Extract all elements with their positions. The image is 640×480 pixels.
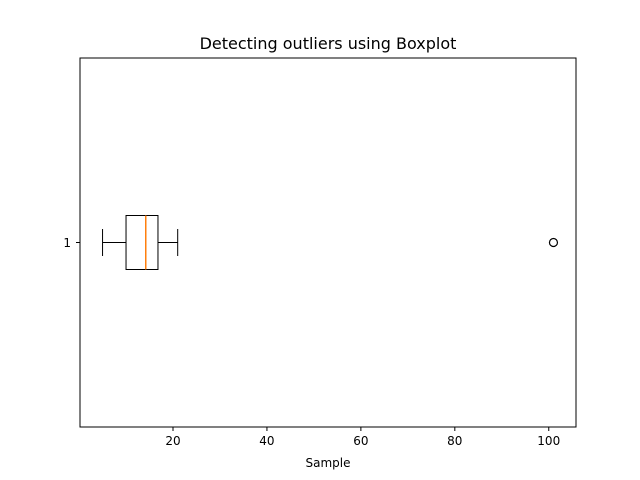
y-tick-label: 1 <box>63 236 71 250</box>
x-tick-label: 60 <box>353 434 368 448</box>
y-axis: 1 <box>63 236 80 250</box>
x-tick-label: 100 <box>537 434 560 448</box>
x-axis-label: Sample <box>306 456 351 470</box>
chart-title: Detecting outliers using Boxplot <box>200 34 457 53</box>
x-tick-label: 20 <box>165 434 180 448</box>
x-tick-label: 40 <box>259 434 274 448</box>
box-iqr <box>125 215 159 270</box>
x-tick-label: 80 <box>447 434 462 448</box>
outlier-point <box>548 237 559 248</box>
x-axis: 20 40 60 80 100 <box>165 427 560 448</box>
plot-frame <box>79 57 577 428</box>
box-series <box>102 215 559 270</box>
